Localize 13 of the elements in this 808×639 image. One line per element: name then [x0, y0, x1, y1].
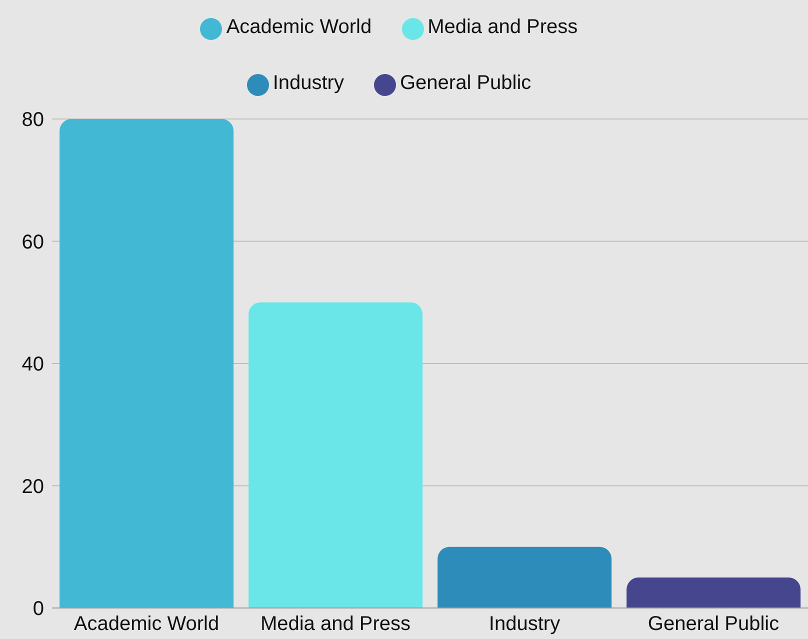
y-tick-label: 20: [22, 476, 44, 498]
legend-label: Media and Press: [428, 16, 578, 38]
legend-label: Academic World: [226, 16, 372, 38]
x-tick-label: Industry: [488, 613, 560, 636]
y-tick-label: 40: [22, 354, 44, 376]
y-tick-label: 0: [32, 598, 44, 620]
y-tick-label: 80: [22, 109, 44, 132]
legend-label: Industry: [272, 72, 344, 94]
legend-label: General Public: [400, 72, 532, 94]
x-tick-label: Academic World: [74, 613, 220, 636]
x-tick-label: Media and Press: [260, 613, 411, 636]
x-tick-label: General Public: [648, 613, 780, 636]
y-tick-label: 60: [22, 231, 44, 254]
